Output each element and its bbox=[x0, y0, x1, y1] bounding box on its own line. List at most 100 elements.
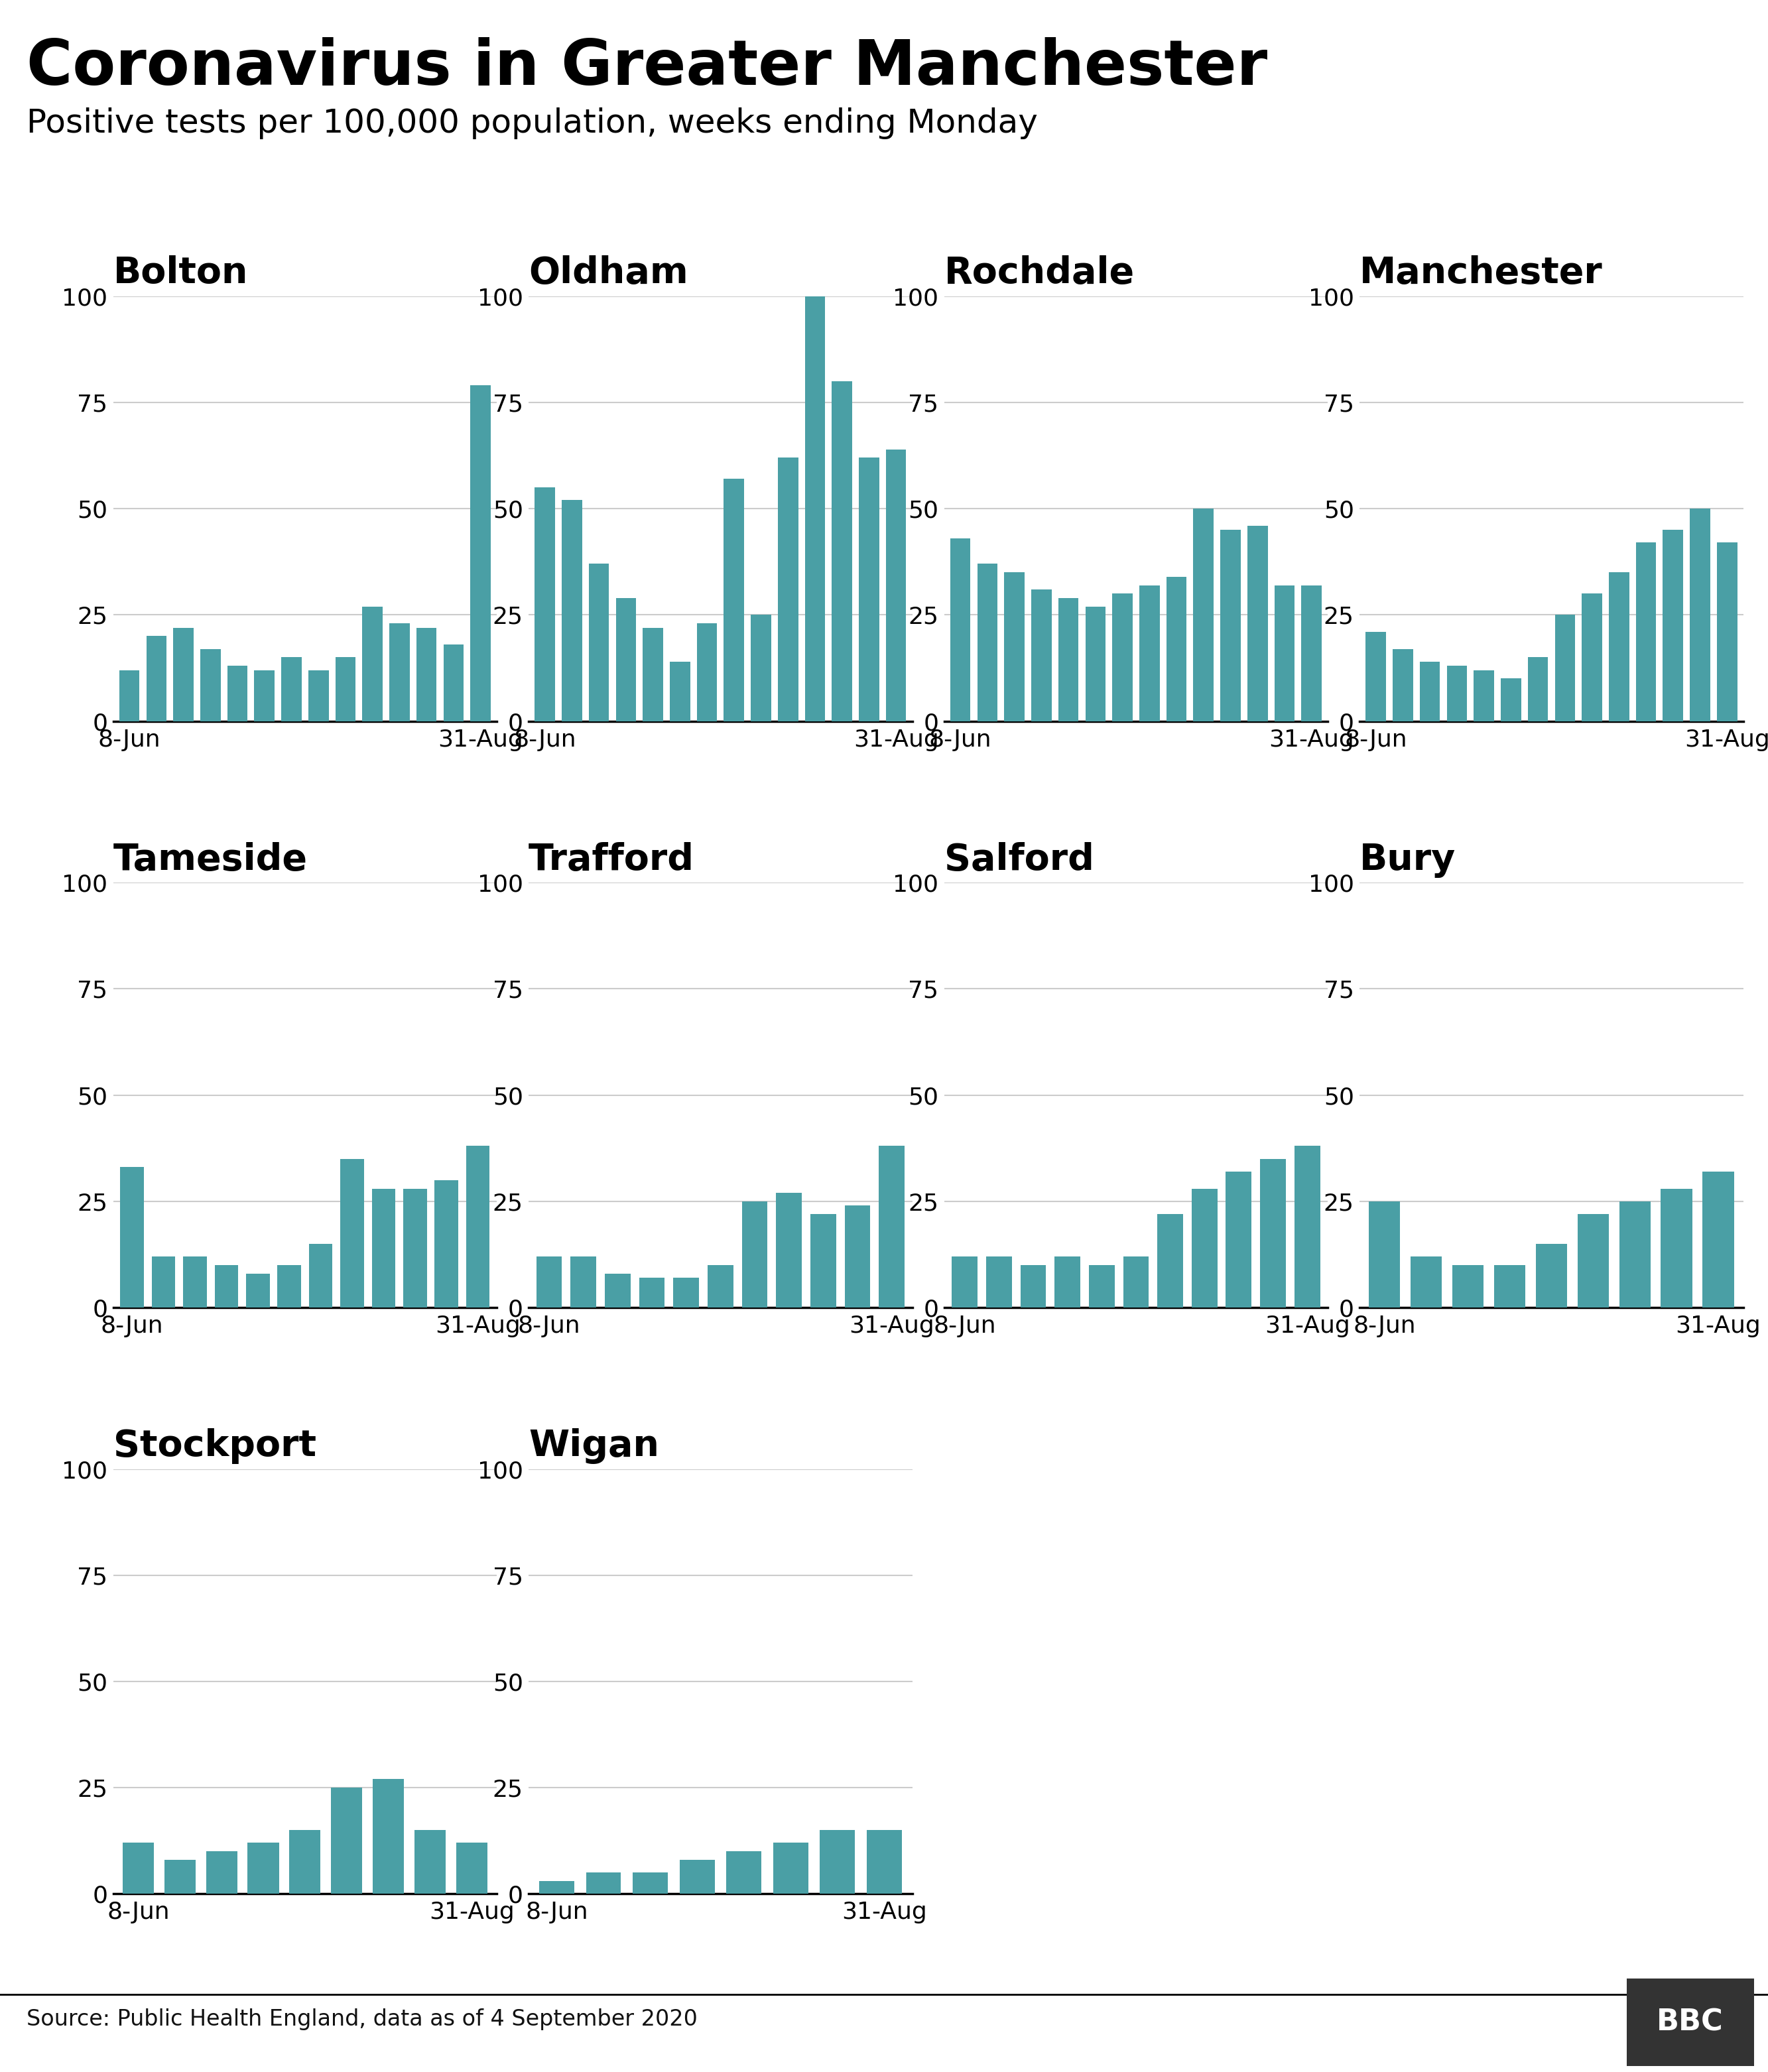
Bar bbox=[1220, 530, 1241, 721]
Bar bbox=[1582, 593, 1602, 721]
Bar bbox=[1294, 1146, 1321, 1307]
Bar bbox=[336, 657, 355, 721]
Bar bbox=[562, 499, 582, 721]
Bar bbox=[751, 615, 771, 721]
Bar bbox=[1446, 665, 1467, 721]
Bar bbox=[1536, 1243, 1566, 1307]
Bar bbox=[810, 1214, 836, 1307]
Bar bbox=[743, 1202, 767, 1307]
Bar bbox=[536, 1256, 562, 1307]
Text: Manchester: Manchester bbox=[1360, 255, 1604, 292]
Bar bbox=[1577, 1214, 1609, 1307]
Bar bbox=[1554, 615, 1575, 721]
Text: BBC: BBC bbox=[1657, 2008, 1724, 2037]
Text: Rochdale: Rochdale bbox=[944, 255, 1135, 292]
Bar bbox=[534, 487, 555, 721]
Bar bbox=[173, 628, 193, 721]
Bar bbox=[456, 1842, 488, 1894]
Bar bbox=[362, 607, 382, 721]
Text: Source: Public Health England, data as of 4 September 2020: Source: Public Health England, data as o… bbox=[27, 2008, 698, 2031]
Bar bbox=[1393, 649, 1413, 721]
Bar bbox=[1301, 584, 1322, 721]
Text: Salford: Salford bbox=[944, 841, 1094, 879]
Bar bbox=[1261, 1158, 1285, 1307]
Bar bbox=[1225, 1171, 1252, 1307]
Bar bbox=[414, 1830, 446, 1894]
Bar bbox=[1690, 508, 1710, 721]
Bar bbox=[403, 1189, 426, 1307]
Bar bbox=[1365, 632, 1386, 721]
Bar bbox=[200, 649, 221, 721]
Bar bbox=[697, 624, 718, 721]
Bar bbox=[605, 1274, 631, 1307]
Bar bbox=[1275, 584, 1294, 721]
Bar bbox=[638, 1278, 665, 1307]
Bar bbox=[246, 1274, 269, 1307]
Text: Tameside: Tameside bbox=[113, 841, 308, 879]
Bar bbox=[164, 1861, 196, 1894]
Bar bbox=[1717, 543, 1738, 721]
Bar bbox=[778, 458, 797, 721]
Bar bbox=[949, 539, 971, 721]
Bar bbox=[1112, 593, 1133, 721]
Bar bbox=[255, 669, 274, 721]
Bar bbox=[1619, 1202, 1651, 1307]
Bar bbox=[1192, 1189, 1218, 1307]
Bar bbox=[1420, 661, 1439, 721]
Bar bbox=[1086, 607, 1105, 721]
Bar bbox=[886, 450, 907, 721]
Bar bbox=[147, 636, 166, 721]
Bar bbox=[820, 1830, 856, 1894]
Bar bbox=[435, 1181, 458, 1307]
Bar bbox=[978, 564, 997, 721]
Bar bbox=[727, 1852, 762, 1894]
Bar bbox=[1494, 1264, 1526, 1307]
Bar bbox=[845, 1206, 870, 1307]
Bar bbox=[1123, 1256, 1149, 1307]
Bar bbox=[331, 1788, 362, 1894]
Bar bbox=[371, 1189, 396, 1307]
Bar bbox=[184, 1256, 207, 1307]
Bar bbox=[539, 1881, 575, 1894]
Bar bbox=[152, 1256, 175, 1307]
Bar bbox=[644, 628, 663, 721]
Bar bbox=[228, 665, 248, 721]
Bar bbox=[1411, 1256, 1443, 1307]
Bar bbox=[670, 661, 690, 721]
Text: Bury: Bury bbox=[1360, 841, 1455, 879]
Bar bbox=[417, 628, 437, 721]
Text: Trafford: Trafford bbox=[529, 841, 695, 879]
Bar bbox=[585, 1873, 621, 1894]
Bar bbox=[389, 624, 410, 721]
Bar bbox=[633, 1873, 668, 1894]
Bar bbox=[1193, 508, 1213, 721]
Bar bbox=[205, 1852, 237, 1894]
Bar bbox=[1020, 1264, 1047, 1307]
Bar bbox=[1528, 657, 1549, 721]
Bar bbox=[1248, 526, 1268, 721]
Bar bbox=[122, 1842, 154, 1894]
Text: Positive tests per 100,000 population, weeks ending Monday: Positive tests per 100,000 population, w… bbox=[27, 108, 1038, 139]
Bar bbox=[1158, 1214, 1183, 1307]
Bar bbox=[1054, 1256, 1080, 1307]
Bar bbox=[118, 669, 140, 721]
Bar bbox=[589, 564, 608, 721]
Bar bbox=[1664, 530, 1683, 721]
Bar bbox=[859, 458, 879, 721]
Bar bbox=[444, 644, 463, 721]
Bar bbox=[1059, 599, 1078, 721]
Bar bbox=[248, 1842, 279, 1894]
Bar bbox=[467, 1146, 490, 1307]
Bar bbox=[278, 1264, 301, 1307]
Bar bbox=[309, 1243, 332, 1307]
Bar bbox=[1031, 588, 1052, 721]
Text: Wigan: Wigan bbox=[529, 1428, 659, 1465]
Text: Bolton: Bolton bbox=[113, 255, 248, 292]
Bar bbox=[615, 599, 636, 721]
Bar bbox=[866, 1830, 902, 1894]
Bar bbox=[308, 669, 329, 721]
Bar bbox=[290, 1830, 320, 1894]
Bar bbox=[470, 385, 492, 721]
Bar bbox=[120, 1167, 143, 1307]
Bar bbox=[1139, 584, 1160, 721]
